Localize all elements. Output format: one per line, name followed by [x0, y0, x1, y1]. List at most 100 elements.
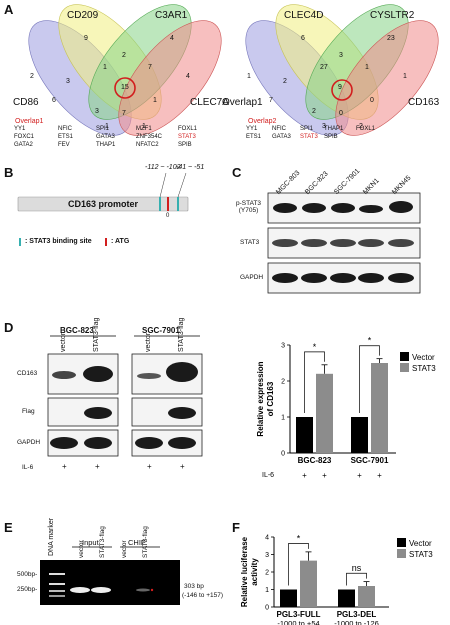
- venn1-set-label-c3ar1: C3AR1: [155, 10, 188, 21]
- atg-zero-label: 0: [166, 213, 170, 219]
- venn1-count: 4: [170, 35, 174, 42]
- venn1-gene: FOXC1: [14, 134, 35, 140]
- y-tick-label: 0: [281, 451, 285, 458]
- y-tick-label: 3: [281, 343, 285, 350]
- venn1-gene: FEV: [58, 142, 70, 148]
- y-tick-label: 4: [265, 535, 269, 542]
- venn2-gene: YY1: [246, 126, 258, 132]
- binding-site-1-label: -112 ~ -102: [145, 164, 181, 171]
- venn1-highlight-circle: [114, 77, 136, 99]
- venn1-gene: FOXL1: [178, 126, 198, 132]
- venn1-count: 7: [148, 64, 152, 71]
- gel-input-label: Input: [82, 538, 99, 547]
- gel-e: [40, 546, 180, 605]
- venn2-gene: FOXL1: [356, 126, 376, 132]
- venn2-gene: NFIC: [272, 126, 286, 132]
- panel-b-label: B: [4, 165, 14, 180]
- panel-c-label: C: [232, 165, 242, 180]
- blot-d-il6-plus-4: +: [180, 462, 185, 471]
- significance-bracket: [304, 351, 325, 413]
- blot-d-il6-plus-1: +: [62, 462, 67, 471]
- legend-swatch-vector: [397, 538, 406, 547]
- blot-d-lane-label: vector: [60, 332, 67, 352]
- significance-label: *: [297, 533, 301, 543]
- blot-d-row-flag: Flag: [22, 408, 35, 415]
- legend-swatch-stat3: [400, 363, 409, 372]
- blot-d-il6-plus-3: +: [147, 462, 152, 471]
- chart-il6-plus: +: [322, 471, 327, 480]
- venn1-count: 3: [66, 78, 70, 85]
- venn1-count: 1: [103, 64, 107, 71]
- venn2-count: 3: [322, 123, 326, 130]
- blot-d-row-gapdh: GAPDH: [17, 439, 41, 446]
- venn2-highlight-circle: [331, 79, 353, 101]
- venn2-count: 7: [269, 97, 273, 104]
- promoter-name: CD163 promoter: [68, 199, 139, 209]
- y-tick-label: 1: [265, 587, 269, 594]
- y-tick-label: 2: [265, 570, 269, 577]
- bar-stat3: [358, 586, 375, 607]
- bar-stat3: [316, 373, 333, 453]
- venn2-count: 2: [312, 108, 316, 115]
- subcategory-label: -1000 to +54: [277, 619, 319, 625]
- legend-binding-label: : STAT3 binding site: [25, 238, 92, 245]
- blot-c: [267, 192, 421, 294]
- y-tick-label: 0: [265, 605, 269, 612]
- venn1-gene: NFIC: [58, 126, 72, 132]
- venn-diagram-1: [28, 4, 222, 136]
- blot-d-lane-label: STAT3-flag: [178, 317, 185, 352]
- panel-a-label: A: [4, 2, 14, 17]
- blot-c-row-stat3: STAT3: [240, 239, 260, 246]
- venn1-gene: SPIB: [178, 142, 192, 148]
- legend-label-stat3: STAT3: [412, 364, 436, 373]
- venn2-set-label-clec4d: CLEC4D: [284, 10, 324, 21]
- venn1-gene: STAT3: [178, 134, 196, 140]
- blot-c-row-pstat3: p-STAT3 (Y705): [236, 200, 262, 214]
- venn1-gene: NFATC2: [136, 142, 159, 148]
- venn1-gene: MZF1: [136, 126, 152, 132]
- gel-500bp: 500bp-: [17, 571, 38, 578]
- venn2-gene: GATA3: [272, 134, 291, 140]
- blot-d-lane-label: STAT3-flag: [93, 317, 100, 352]
- venn1-gene: ZNF354C: [136, 134, 163, 140]
- venn1-count: 6: [52, 97, 56, 104]
- venn1-gene: GATA3: [96, 134, 115, 140]
- chart-il6-label: IL-6: [262, 472, 274, 479]
- venn1-set-label-cd209: CD209: [67, 10, 99, 21]
- legend-atg-label: : ATG: [111, 238, 130, 245]
- venn1-gene: GATA2: [14, 142, 33, 148]
- bar-vector: [338, 589, 355, 607]
- chart-il6-plus: +: [377, 471, 382, 480]
- gel-lane-label: STAT3-flag: [99, 526, 106, 558]
- significance-label: *: [313, 342, 317, 352]
- venn1-count: 15: [121, 84, 129, 91]
- legend-swatch-stat3: [397, 549, 406, 558]
- bar-vector: [296, 417, 313, 453]
- venn1-gene: ETS1: [58, 134, 74, 140]
- venn1-gene: YY1: [14, 126, 26, 132]
- legend-label-stat3: STAT3: [409, 550, 433, 559]
- venn1-count: 2: [122, 52, 126, 59]
- category-label: PGL3-DEL: [337, 610, 377, 619]
- venn2-count: 0: [339, 110, 343, 117]
- venn1-set-label-clec7a: CLEC7A: [190, 97, 229, 108]
- venn2-count: 2: [283, 78, 287, 85]
- significance-bracket: [346, 572, 367, 586]
- venn1-count: 7: [122, 110, 126, 117]
- gel-lane-label: vector: [121, 540, 128, 558]
- venn1-count: 3: [95, 108, 99, 115]
- venn2-gene: SPIB: [324, 134, 338, 140]
- venn2-set-label-overlap1: Overlap1: [222, 97, 263, 108]
- venn2-set-label-cd163: CD163: [408, 97, 440, 108]
- venn2-count: 0: [370, 97, 374, 104]
- venn2-gene: STAT3: [300, 134, 318, 140]
- promoter-bar: [17, 196, 189, 212]
- chart-f: 0 1 2 3 4 Relative luciferaseactivity * PGL3-FU…: [240, 533, 433, 625]
- venn2-count: 9: [338, 84, 342, 91]
- bar-vector: [280, 589, 297, 607]
- significance-label: *: [368, 336, 372, 346]
- blot-d-il6-label: IL-6: [22, 464, 34, 471]
- blot-d-il6-plus-2: +: [95, 462, 100, 471]
- venn2-count: 23: [387, 35, 395, 42]
